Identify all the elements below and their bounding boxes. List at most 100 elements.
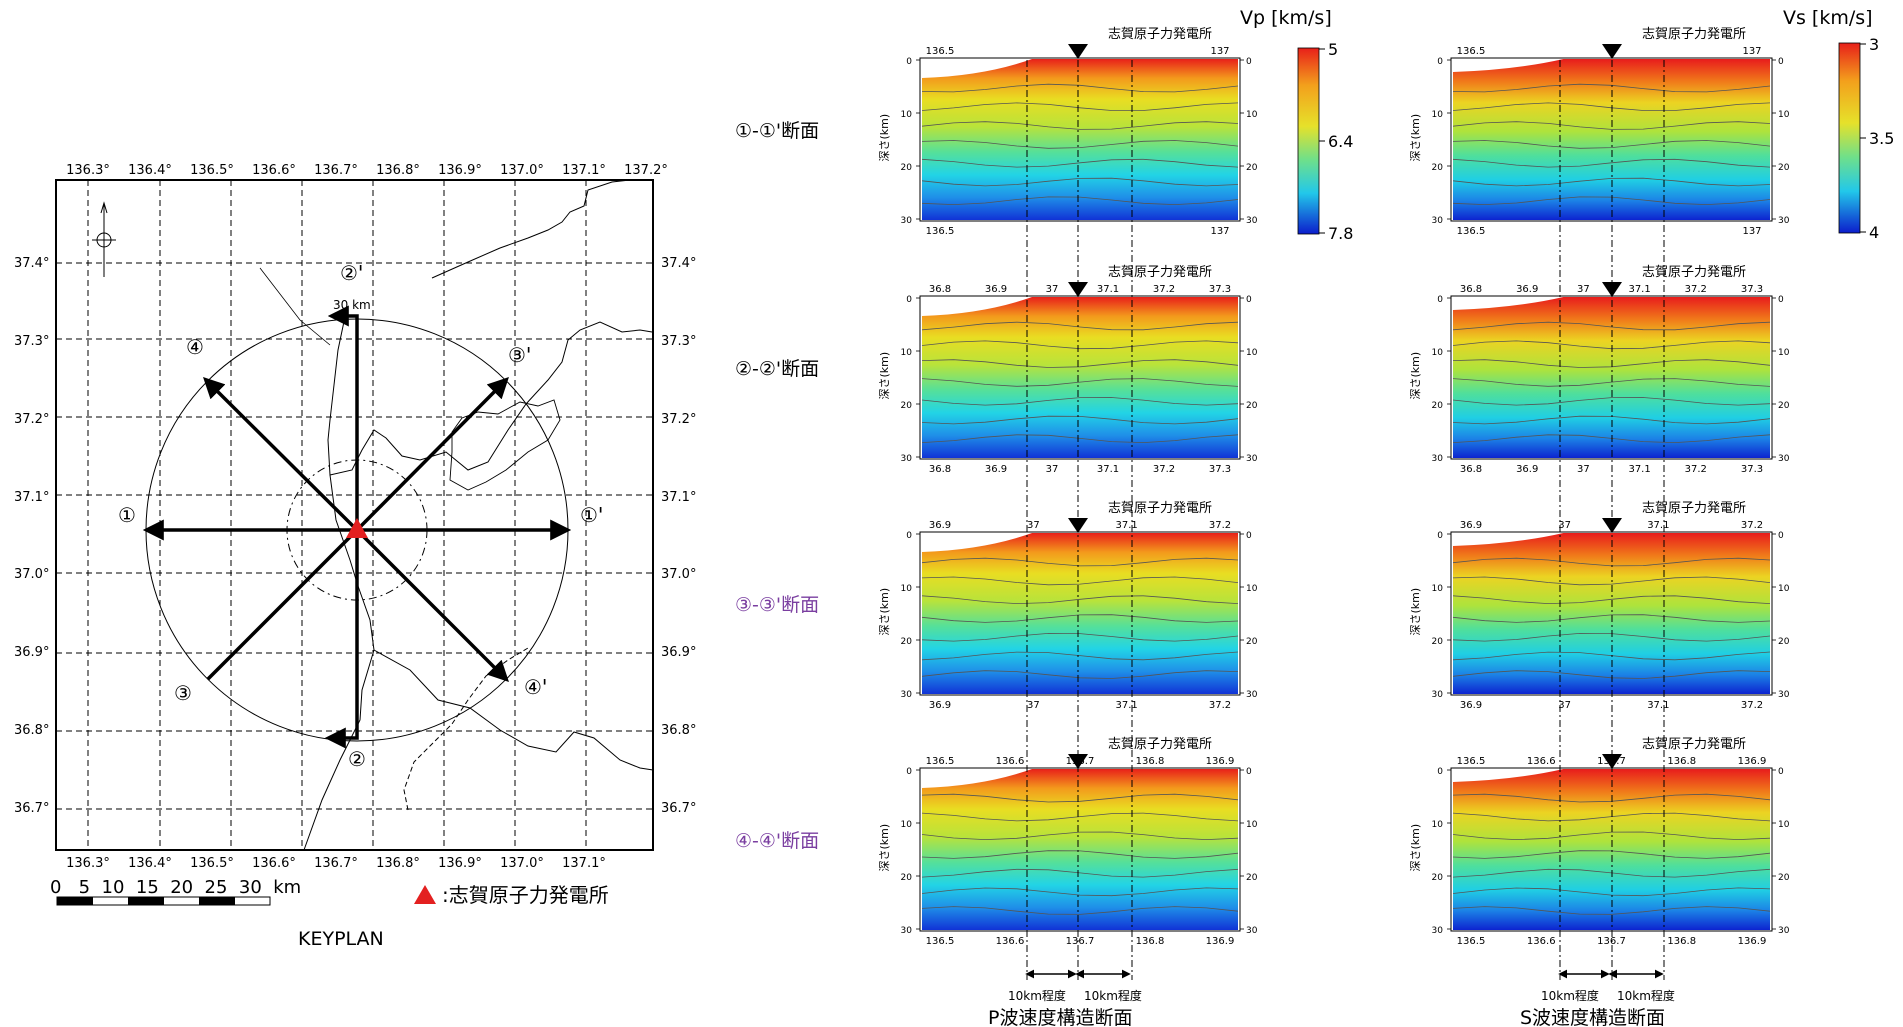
depth-tick-left: 30 [1432,926,1444,936]
depth-axis-label: 深さ(km) [1409,824,1422,872]
depth-tick-left: 10 [1432,584,1444,594]
depth-tick-right: 20 [1246,637,1258,647]
left-latitude-labels: 37.4° 37.3° 37.2° 37.1° 37.0° 36.9° 36.8° 36.7° [14,256,49,816]
label-4: ④ [186,335,204,359]
bottom-position-tick: 136.5 [1457,936,1486,947]
s-dist-right: 10km程度 [1617,988,1675,1003]
top-lon-label: 136.8° [376,163,420,178]
depth-tick-left: 30 [1432,216,1444,226]
bottom-position-tick: 36.8 [1460,464,1482,475]
bottom-position-tick: 36.9 [1460,700,1482,711]
label-1: ① [118,503,136,527]
label-3prime: ③' [508,343,531,367]
top-lon-label: 136.6° [252,163,296,178]
top-position-tick: 37.2 [1209,520,1231,531]
velocity-contour [921,651,1239,661]
right-lat-label: 36.7° [661,801,696,816]
velocity-field [922,297,1238,458]
top-lon-label: 136.9° [438,163,482,178]
plant-label: 志賀原子力発電所 [1642,737,1746,752]
bottom-position-tick: 37.3 [1741,464,1763,475]
plant-marker-icon [346,518,368,538]
vp-colorbar: Vp [km/s] 5 6.4 7.8 [1240,7,1353,243]
depth-tick-left: 0 [1437,57,1443,67]
reference-lines [1026,60,1665,980]
depth-axis: 0 0 10 10 20 20 30 30 [1432,531,1790,700]
depth-tick-right: 30 [1778,926,1790,936]
p-caption: P波速度構造断面 [988,1007,1132,1027]
right-lat-label: 36.8° [661,723,696,738]
bottom-position-tick: 37.2 [1153,464,1175,475]
velocity-contour [1452,321,1771,331]
depth-tick-left: 10 [901,348,913,358]
depth-axis-label: 深さ(km) [878,588,891,636]
velocity-contour [921,670,1239,679]
top-lon-label: 136.4° [128,163,172,178]
depth-tick-left: 30 [901,690,913,700]
depth-tick-left: 10 [901,820,913,830]
plant-label: 志賀原子力発電所 [1642,27,1746,42]
velocity-contour [1452,121,1771,130]
p-dist-right: 10km程度 [1084,988,1142,1003]
depth-tick-left: 30 [1432,454,1444,464]
coastline-south [373,649,654,771]
vs-scale-mid: 3.5 [1869,129,1894,148]
velocity-contour [1452,378,1771,387]
depth-tick-right: 20 [1246,401,1258,411]
bottom-lon-label: 136.9° [438,856,482,871]
depth-tick-left: 30 [1432,690,1444,700]
depth-axis: 0 0 10 10 20 20 30 30 [901,57,1258,226]
depth-tick-left: 30 [901,926,913,936]
top-position-tick: 37.1 [1097,284,1119,295]
north-arrow-icon [92,201,116,277]
depth-tick-right: 0 [1246,57,1252,67]
velocity-contour [921,158,1239,168]
velocity-contour [921,906,1239,915]
depth-tick-left: 30 [901,216,913,226]
bottom-position-tick: 37 [1558,700,1571,711]
map-grid [56,180,653,850]
plant-label: 志賀原子力発電所 [1108,27,1212,42]
bottom-lon-label: 136.8° [376,856,420,871]
depth-tick-left: 10 [1432,820,1444,830]
velocity-field [1453,533,1770,694]
p-section-panel: 0 0 10 10 20 20 30 30 深さ(km) 36.8 36.8 36.9 36.9 37 37… [878,265,1258,475]
top-position-tick: 137 [1210,46,1229,57]
p-dist-left: 10km程度 [1008,988,1066,1003]
top-position-tick: 37.3 [1209,284,1231,295]
depth-tick-right: 20 [1778,163,1790,173]
bottom-lon-label: 137.1° [562,856,606,871]
line-2 [324,530,359,749]
s-section-panel: 0 0 10 10 20 20 30 30 深さ(km) 36.8 36.8 36.9 36.9 37 37… [1409,265,1790,475]
bottom-lon-label: 136.3° [66,856,110,871]
top-lon-label: 137.0° [500,163,544,178]
section-label: ②-②'断面 [735,358,819,380]
velocity-field [922,769,1238,930]
top-position-tick: 36.8 [929,284,951,295]
line-3prime [355,377,509,532]
bottom-position-tick: 37 [1046,464,1059,475]
radius-label: 30 km [333,298,371,312]
velocity-contour [1452,397,1771,406]
top-position-tick: 37.1 [1647,520,1669,531]
bottom-position-tick: 37.3 [1209,464,1231,475]
velocity-contour [1452,177,1771,187]
top-position-tick: 37.2 [1741,520,1763,531]
right-lat-label: 37.3° [661,334,696,349]
legend-label: :志賀原子力発電所 [442,883,609,907]
top-position-tick: 136.5 [1457,756,1486,767]
bottom-position-tick: 37.1 [1116,700,1138,711]
s-section-panel: 0 0 10 10 20 20 30 30 深さ(km) 136.5 136.5 137 137 志賀原子… [1409,27,1790,237]
depth-tick-right: 10 [1246,110,1258,120]
bottom-position-tick: 37.1 [1628,464,1650,475]
depth-tick-right: 30 [1246,454,1258,464]
depth-axis-label: 深さ(km) [878,114,891,162]
plant-label: 志賀原子力発電所 [1642,265,1746,280]
depth-tick-left: 20 [1432,637,1444,647]
depth-tick-right: 20 [1778,873,1790,883]
bottom-position-tick: 37.2 [1741,700,1763,711]
bottom-position-tick: 36.9 [1516,464,1538,475]
plant-label: 志賀原子力発電所 [1108,265,1212,280]
velocity-contour [921,850,1239,859]
depth-tick-left: 0 [906,767,912,777]
